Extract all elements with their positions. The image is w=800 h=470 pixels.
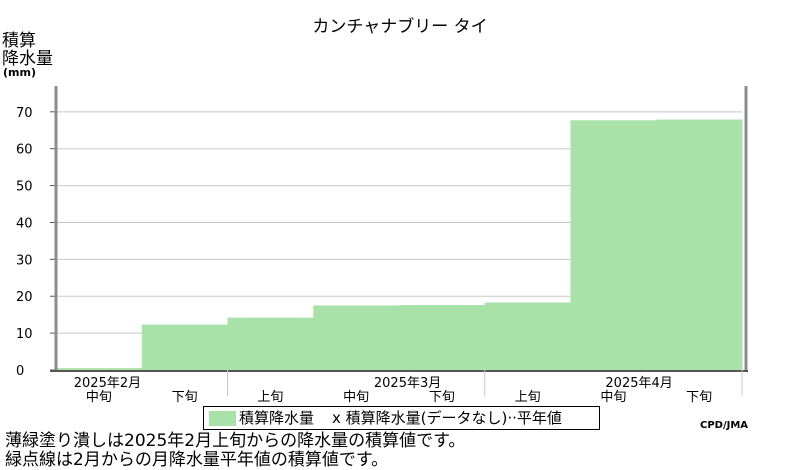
y-tick-label-20: 20 [16,290,33,305]
grid-lines [56,111,742,334]
legend: 積算降水量 x 積算降水量(データなし)··平年値 [203,406,600,430]
bar-5 [484,302,571,370]
x-month-label-1: 2025年3月 [374,376,441,391]
bar-series [56,119,743,371]
y-tick-label-70: 70 [16,106,33,121]
y-tick-label-30: 30 [16,253,33,268]
x-period-label-4: 下旬 [429,390,455,405]
x-period-label-6: 中旬 [600,390,626,405]
bar-4 [399,305,486,370]
bar-1 [141,324,228,370]
y-tick-label-40: 40 [16,216,33,231]
x-period-label-0: 中旬 [86,390,112,405]
y-tick-label-50: 50 [16,180,33,195]
credit-label: CPD/JMA [700,420,749,431]
x-period-label-7: 下旬 [686,390,712,405]
x-period-label-2: 上旬 [257,390,283,405]
y-tick-label-10: 10 [16,327,33,342]
bar-2 [227,317,314,370]
bar-0 [56,368,143,370]
y-axis-unit: (mm) [3,66,36,79]
bar-6 [570,120,657,370]
chart-title: カンチャナブリー タイ [312,17,488,37]
y-axis-label-line2: 降水量 [2,49,53,69]
y-tick-label-60: 60 [16,143,33,158]
x-month-label-2: 2025年4月 [605,376,672,391]
y-tick-labels: 0 10 20 30 40 50 60 70 [16,106,33,379]
legend-swatch-accumulated [209,411,236,426]
y-tick-label-0: 0 [16,364,24,379]
axes [50,86,748,396]
bar-3 [313,305,400,370]
x-period-label-3: 中旬 [343,390,369,405]
legend-label-accumulated: 積算降水量 [239,409,315,427]
bar-7 [656,119,743,371]
note-line-2: 緑点線は2月からの月降水量平年値の積算値です。 [5,450,389,470]
x-month-label-0: 2025年2月 [74,376,141,391]
legend-label-nodata-normal: x 積算降水量(データなし)··平年値 [332,409,562,427]
x-period-label-5: 上旬 [515,390,541,405]
x-tick-labels: 中旬 下旬 上旬 中旬 下旬 上旬 中旬 下旬 2025年2月 2025年3月 2025年4月 [74,376,712,405]
x-period-label-1: 下旬 [172,390,198,405]
note-line-1: 薄緑塗り潰しは2025年2月上旬からの降水量の積算値です。 [5,431,466,451]
y-axis-label-line1: 積算 [2,31,36,51]
